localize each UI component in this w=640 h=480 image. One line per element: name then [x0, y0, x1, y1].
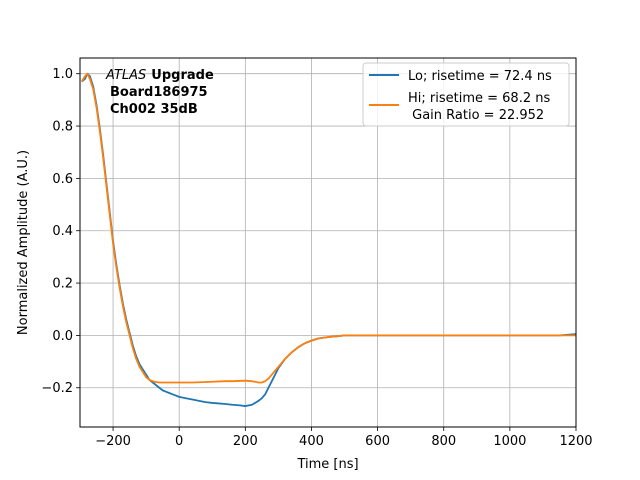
y-tick-label: 0.2 [52, 277, 73, 292]
x-tick-label: 1000 [493, 434, 526, 449]
x-tick-label: 800 [431, 434, 456, 449]
annotation-upgrade: Upgrade [151, 68, 214, 83]
annotation-line-1: ATLAS Upgrade [105, 68, 214, 83]
y-tick-label: 0.0 [52, 329, 73, 344]
legend-label-hi: Hi; risetime = 68.2 ns Gain Ratio = 22.9… [408, 91, 550, 123]
x-tick-label: 600 [365, 434, 390, 449]
plot-frame [79, 57, 577, 428]
annotation: ATLAS Upgrade Board186975 Ch002 35dB [105, 68, 214, 117]
y-axis-label: Normalized Amplitude (A.U.) [16, 150, 31, 335]
x-tick-label: −200 [95, 434, 131, 449]
y-tick-label: 0.6 [52, 172, 73, 187]
y-tick-label: −0.2 [41, 381, 73, 396]
x-axis-label: Time [ns] [296, 457, 358, 472]
ticks: −200 0 200 400 600 800 1000 1200 −0.2 0.0 0.2 0.4 0.… [41, 67, 592, 449]
x-tick-label: 0 [175, 434, 183, 449]
legend-label-hi-line-2: Gain Ratio = 22.952 [408, 108, 544, 123]
y-tick-label: 0.8 [52, 120, 73, 135]
series-layer [80, 72, 576, 407]
y-tick-label: 0.4 [52, 224, 73, 239]
legend: Lo; risetime = 72.4 ns Hi; risetime = 68… [362, 62, 570, 127]
series-hi-line [80, 72, 576, 384]
legend-box [362, 62, 570, 127]
annotation-line-3: Ch002 35dB [110, 102, 198, 117]
x-tick-label: 200 [233, 434, 258, 449]
legend-label-lo: Lo; risetime = 72.4 ns [408, 69, 552, 84]
y-tick-label: 1.0 [52, 67, 73, 82]
x-tick-label: 1200 [559, 434, 592, 449]
annotation-atlas: ATLAS [105, 68, 146, 83]
x-tick-label: 400 [299, 434, 324, 449]
annotation-line-2: Board186975 [110, 85, 208, 100]
legend-label-hi-line-1: Hi; risetime = 68.2 ns [408, 91, 550, 106]
